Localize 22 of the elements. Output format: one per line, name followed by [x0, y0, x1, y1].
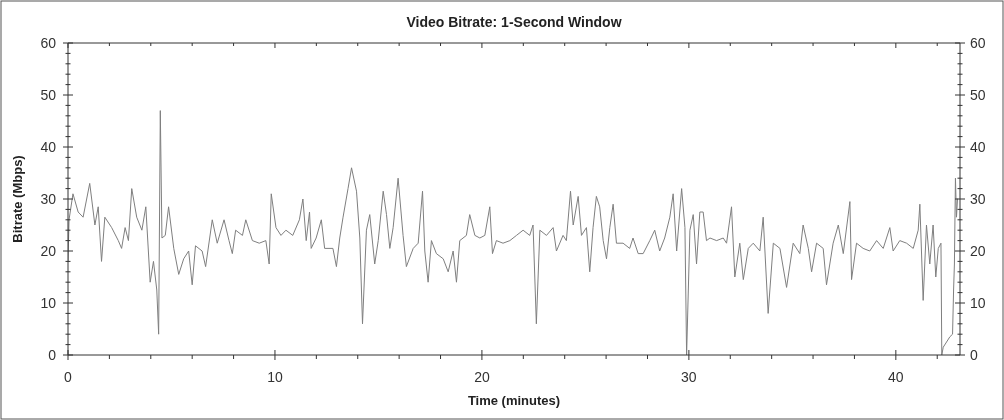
- y2-tick-label: 30: [970, 190, 986, 207]
- y-tick-label: 60: [40, 34, 57, 51]
- y-tick-label: 0: [48, 346, 57, 363]
- y-tick-label: 40: [40, 138, 57, 155]
- y2-tick-label: 10: [970, 294, 986, 311]
- chart-title: Video Bitrate: 1-Second Window: [406, 14, 622, 30]
- y2-tick-label: 0: [970, 346, 978, 363]
- y-tick-label: 10: [40, 294, 57, 311]
- x-tick-label: 30: [681, 369, 697, 385]
- x-tick-label: 40: [888, 369, 904, 385]
- y-tick-label: 50: [40, 86, 57, 103]
- x-axis-title: Time (minutes): [467, 393, 561, 408]
- y2-tick-label: 60: [970, 34, 986, 51]
- y-tick-label: 20: [40, 242, 57, 259]
- y2-tick-label: 40: [970, 138, 986, 155]
- x-tick-label: 10: [267, 369, 283, 385]
- y-tick-label: 30: [40, 190, 57, 207]
- y2-tick-label: 50: [970, 86, 986, 103]
- y-axis-title: Bitrate (Mbps): [10, 155, 25, 243]
- y2-tick-label: 20: [970, 242, 986, 259]
- x-tick-label: 20: [474, 369, 490, 385]
- x-tick-label: 0: [64, 369, 73, 385]
